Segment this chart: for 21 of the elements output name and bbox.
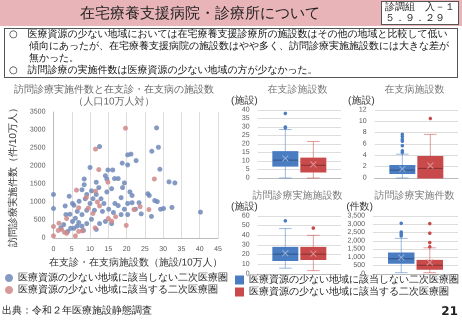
y-axis-title: (施設) bbox=[348, 94, 375, 106]
legend-label: 医療資源の少ない地域に該当する二次医療圏 bbox=[18, 284, 218, 296]
legend-label: 医療資源の少ない地域に該当する二次医療圏 bbox=[249, 286, 449, 298]
chart-title: 在支病施設数 bbox=[384, 84, 444, 96]
chart-title: 訪問診療実施施設数 bbox=[252, 190, 342, 202]
legend-label: 医療資源の少ない地域に該当しない二次医療圏 bbox=[18, 272, 228, 284]
y-axis-title: (施設) bbox=[230, 94, 258, 106]
chart-title: 訪問診療実施件数 bbox=[374, 190, 454, 202]
source-note: 出典：令和２年医療施設静態調査 bbox=[2, 304, 152, 316]
code-frame: 診調組 入－１ ５．９．２９ bbox=[381, 1, 459, 25]
chart-title: 在支診施設数 bbox=[268, 84, 328, 96]
y-axis-title: (施設) bbox=[230, 200, 258, 212]
chart-subtitle: （人口10万人対） bbox=[73, 96, 155, 108]
y-axis-title: (件数) bbox=[346, 202, 373, 212]
text: 21 bbox=[441, 304, 458, 318]
legend-label: 医療資源の少ない地域に該当しない二次医療圏 bbox=[249, 274, 459, 286]
y-axis-title: 訪問診療実施件数（件/10万人） bbox=[7, 103, 19, 247]
chart-title: 訪問診療実施件数と在支診・在支病の施設数 bbox=[14, 84, 214, 96]
text-frame: ○ 医療資源の少ない地域においては在宅療養支援診療所の施設数はその他の地域と比較して低い傾向にあったが、在宅療養支援病院の施設数はやや多く、訪問診療実施施設数には大きな差が無かった。 ○ 訪問診療の実施件数は医療資源の少ない地域の方が少なかった。 bbox=[4, 28, 458, 78]
x-axis-title: 在支診・在支病施設数（施設/10万人） bbox=[48, 256, 223, 268]
text: 在宅療養支援病院・診療所について bbox=[80, 4, 320, 22]
